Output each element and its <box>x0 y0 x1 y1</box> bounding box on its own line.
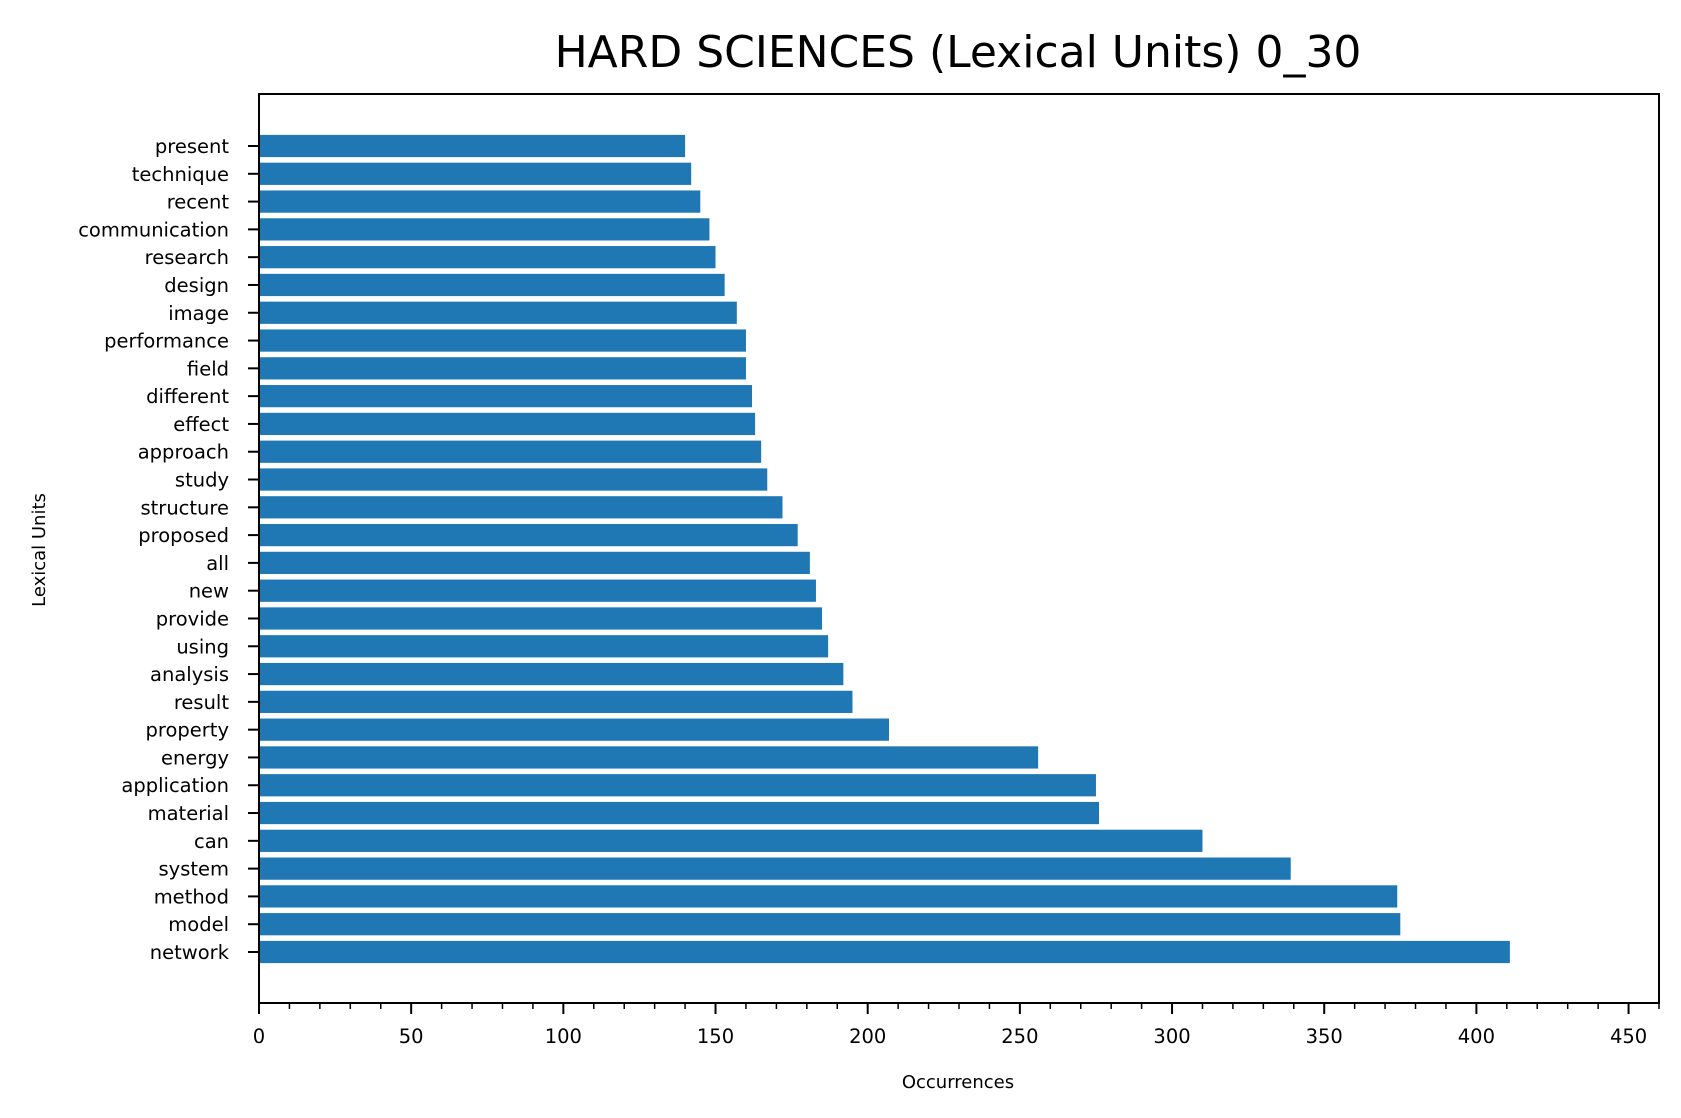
bar-present <box>259 134 686 158</box>
bar-model <box>259 913 1401 936</box>
bar-energy <box>259 746 1039 769</box>
y-tick-label: communication <box>78 218 229 241</box>
x-tick-label: 50 <box>399 1025 424 1048</box>
bar-performance <box>259 329 746 352</box>
bar-material <box>259 801 1099 825</box>
y-tick-label: recent <box>167 191 230 214</box>
y-axis-label: Lexical Units <box>29 493 50 607</box>
x-tick-label: 450 <box>1610 1025 1647 1048</box>
bar-all <box>259 551 810 575</box>
y-tick-label: proposed <box>138 524 229 547</box>
bar-application <box>259 774 1096 797</box>
y-tick-label: design <box>164 274 229 297</box>
y-tick-label: can <box>194 830 229 853</box>
x-tick-label: 150 <box>697 1025 734 1048</box>
bar-group <box>259 134 1510 964</box>
bar-system <box>259 857 1291 880</box>
bar-image <box>259 301 737 324</box>
x-tick-label: 0 <box>253 1025 265 1048</box>
bar-effect <box>259 412 756 436</box>
y-tick-label: approach <box>138 441 229 464</box>
bar-approach <box>259 440 762 463</box>
bar-can <box>259 829 1203 852</box>
bar-design <box>259 273 725 297</box>
bar-recent <box>259 190 701 213</box>
x-tick-label: 100 <box>545 1025 582 1048</box>
x-tick-label: 350 <box>1306 1025 1343 1048</box>
y-tick-label: provide <box>156 607 229 630</box>
plot-frame <box>258 93 1660 1004</box>
x-tick-label: 300 <box>1153 1025 1190 1048</box>
bar-communication <box>259 218 710 241</box>
y-tick-label: energy <box>161 746 229 769</box>
bar-new <box>259 579 816 602</box>
bar-result <box>259 690 853 713</box>
x-axis-ticks: 0 50 100 150 200 250 300 350 400 450 <box>253 1003 1660 1048</box>
y-tick-label: image <box>168 302 229 325</box>
bar-structure <box>259 496 783 519</box>
chart-title: HARD SCIENCES (Lexical Units) 0_30 <box>555 27 1362 78</box>
y-tick-label: present <box>155 135 229 158</box>
y-tick-label: technique <box>132 163 229 186</box>
bar-provide <box>259 607 823 630</box>
y-tick-label: method <box>154 885 229 908</box>
bar-using <box>259 635 829 658</box>
y-tick-label: model <box>168 913 229 936</box>
bar-field <box>259 357 746 380</box>
y-tick-label: result <box>174 691 230 714</box>
x-tick-label: 200 <box>849 1025 886 1048</box>
y-tick-label: material <box>148 802 229 825</box>
bar-research <box>259 246 716 269</box>
bar-study <box>259 468 768 491</box>
bar-property <box>259 718 889 741</box>
bar-method <box>259 885 1398 908</box>
bar-analysis <box>259 662 844 686</box>
y-tick-label: effect <box>173 413 229 436</box>
bar-proposed <box>259 523 798 547</box>
y-tick-label: different <box>146 385 229 408</box>
bar-technique <box>259 162 692 185</box>
y-tick-label: analysis <box>150 663 229 686</box>
x-tick-label: 250 <box>1001 1025 1038 1048</box>
y-axis-ticks: network model method system can material appli… <box>78 135 259 964</box>
y-tick-label: structure <box>141 496 230 519</box>
bar-network <box>259 940 1510 964</box>
bar-different <box>259 385 753 408</box>
y-tick-label: study <box>175 469 229 492</box>
y-tick-label: new <box>189 580 229 603</box>
y-tick-label: application <box>121 774 229 797</box>
y-tick-label: field <box>187 357 229 380</box>
y-tick-label: property <box>146 719 229 742</box>
y-tick-label: performance <box>104 330 229 353</box>
x-axis-label: Occurrences <box>902 1072 1014 1093</box>
y-tick-label: using <box>176 635 229 658</box>
y-tick-label: system <box>159 858 230 881</box>
x-tick-label: 400 <box>1458 1025 1495 1048</box>
y-tick-label: research <box>145 246 229 269</box>
y-tick-label: network <box>150 941 230 964</box>
y-tick-label: all <box>206 552 229 575</box>
